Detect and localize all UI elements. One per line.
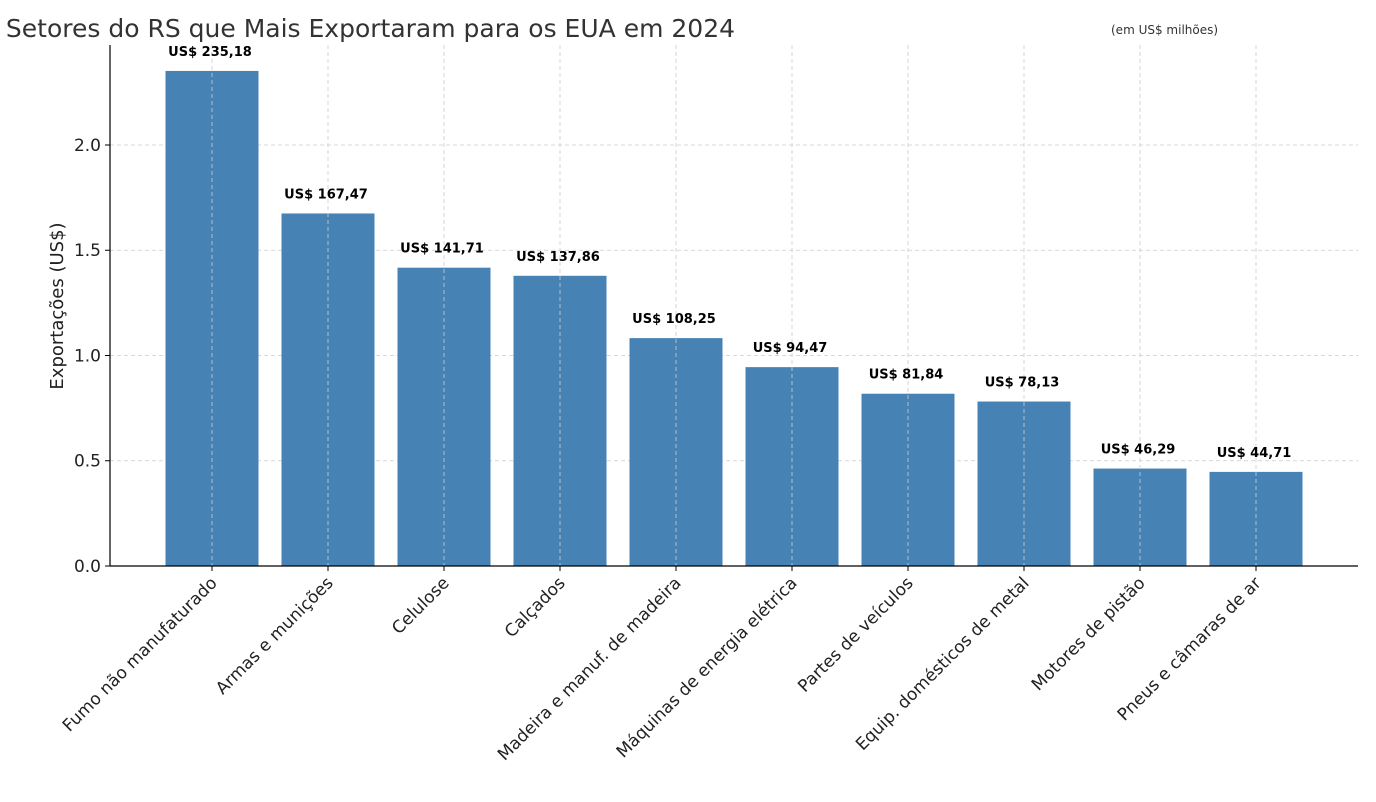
x-tick-label: Madeira e manuf. de madeira <box>494 573 686 765</box>
data-label: US$ 108,25 <box>632 312 716 327</box>
data-label: US$ 81,84 <box>869 368 944 383</box>
data-label: US$ 78,13 <box>985 376 1060 391</box>
data-label: US$ 94,47 <box>753 341 828 356</box>
x-tick-label: Motores de pistão <box>1028 573 1150 695</box>
x-tick-label: Armas e munições <box>212 573 337 698</box>
data-label: US$ 141,71 <box>400 242 484 257</box>
y-tick-label: 2.0 <box>74 136 101 156</box>
x-tick-label: Celulose <box>388 573 453 638</box>
data-label: US$ 137,86 <box>516 250 600 265</box>
data-label: US$ 46,29 <box>1101 443 1176 458</box>
y-tick-label: 1.0 <box>74 346 101 366</box>
y-tick-label: 0.5 <box>74 452 101 472</box>
x-tick-label: Partes de veículos <box>794 573 917 696</box>
chart-title: Setores do RS que Mais Exportaram para o… <box>6 14 735 43</box>
y-tick-label: 1.5 <box>74 241 101 261</box>
data-label: US$ 44,71 <box>1217 446 1292 461</box>
chart-subtitle: (em US$ milhões) <box>1111 23 1218 37</box>
x-tick-label: Máquinas de energia elétrica <box>613 573 802 762</box>
y-tick-label: 0.0 <box>74 557 101 577</box>
y-axis-label: Exportações (US$) <box>47 222 68 389</box>
x-tick-label: Fumo não manufaturado <box>59 573 222 736</box>
x-tick-label: Calçados <box>501 573 570 642</box>
data-label: US$ 167,47 <box>284 187 368 202</box>
data-label: US$ 235,18 <box>168 45 252 60</box>
